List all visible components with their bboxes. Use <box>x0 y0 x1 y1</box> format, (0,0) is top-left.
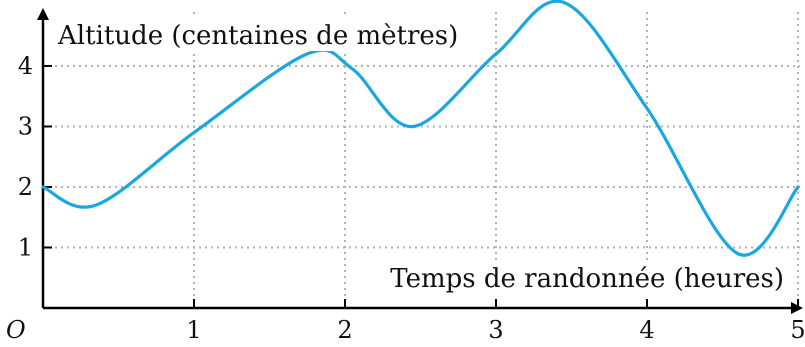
grid <box>43 10 800 308</box>
y-tick-label: 3 <box>18 113 33 141</box>
origin-label: O <box>6 316 26 344</box>
x-tick-label: 4 <box>639 316 654 344</box>
ticks: 1 2 3 4 5 1 2 3 4 <box>18 52 805 344</box>
x-tick-label: 5 <box>790 316 805 344</box>
ylabel-background <box>54 17 472 51</box>
xlabel-background <box>380 260 788 296</box>
y-axis-arrow <box>37 8 49 20</box>
series-line <box>41 0 800 257</box>
x-tick-label: 2 <box>337 316 352 344</box>
y-tick-label: 2 <box>18 173 33 201</box>
x-tick-label: 3 <box>488 316 503 344</box>
y-tick-label: 1 <box>18 234 33 262</box>
y-tick-label: 4 <box>18 52 33 80</box>
x-axis-label: Temps de randonnée (heures) <box>390 264 784 294</box>
x-tick-label: 1 <box>186 316 201 344</box>
y-axis-label: Altitude (centaines de mètres) <box>57 21 458 51</box>
axes <box>37 8 803 314</box>
labels: Altitude (centaines de mètres) Temps de … <box>6 17 788 344</box>
